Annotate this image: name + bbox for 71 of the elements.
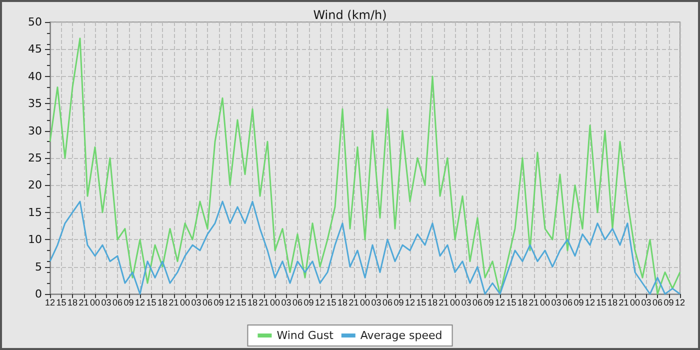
x-tick-label: 21: [438, 298, 449, 308]
x-tick-label: 15: [596, 298, 606, 308]
x-tick-label: 06: [652, 298, 663, 308]
y-tick-label: 20: [28, 178, 42, 192]
y-tick-label: 0: [35, 288, 42, 300]
x-tick-label: 12: [44, 298, 56, 308]
x-tick-label: 21: [168, 298, 179, 308]
y-tick-label: 35: [28, 97, 42, 110]
x-tick-label: 15: [326, 298, 336, 308]
x-tick-label: 15: [56, 298, 66, 308]
x-tick-label: 12: [674, 298, 686, 308]
x-tick-label: 00: [450, 298, 460, 308]
x-tick-label: 09: [664, 298, 674, 308]
x-tick-label: 12: [224, 298, 236, 308]
x-tick-label: 00: [630, 298, 640, 308]
x-tick-label: 18: [247, 298, 258, 308]
y-tick-label: 40: [28, 70, 42, 83]
y-tick-label: 5: [35, 260, 42, 274]
chart-title: Wind (km/h): [313, 8, 387, 22]
x-tick-label: 18: [517, 298, 528, 308]
x-tick-label: 03: [281, 298, 292, 308]
x-tick-label: 06: [562, 298, 573, 308]
x-tick-label: 12: [314, 298, 326, 308]
x-tick-label: 12: [404, 298, 416, 308]
x-tick-label: 12: [134, 298, 146, 308]
x-tick-label: 00: [90, 298, 100, 308]
x-tick-label: 00: [540, 298, 550, 308]
x-tick-label: 00: [180, 298, 190, 308]
x-tick-label: 21: [348, 298, 359, 308]
x-tick-label: 15: [236, 298, 246, 308]
x-tick-label: 15: [146, 298, 156, 308]
y-tick-label: 25: [28, 152, 42, 164]
x-tick-label: 03: [371, 298, 382, 308]
x-tick-label: 18: [157, 298, 168, 308]
legend-label: Average speed: [360, 329, 442, 342]
x-tick-label: 15: [506, 298, 516, 308]
y-tick-label: 50: [28, 16, 42, 28]
x-tick-label: 03: [101, 298, 112, 308]
x-tick-label: 21: [258, 298, 269, 308]
x-tick-label: 03: [641, 298, 652, 308]
x-tick-label: 18: [337, 298, 348, 308]
x-tick-label: 15: [416, 298, 426, 308]
x-tick-label: 03: [551, 298, 562, 308]
x-tick-label: 12: [494, 298, 506, 308]
x-tick-label: 09: [214, 298, 224, 308]
x-tick-label: 18: [67, 298, 78, 308]
x-tick-label: 21: [618, 298, 629, 308]
x-tick-label: 12: [584, 298, 596, 308]
x-tick-label: 03: [461, 298, 472, 308]
y-tick-label: 15: [28, 206, 42, 219]
y-tick-label: 10: [28, 233, 42, 246]
x-tick-label: 00: [270, 298, 280, 308]
x-tick-label: 06: [292, 298, 303, 308]
x-tick-label: 06: [472, 298, 483, 308]
x-tick-label: 06: [382, 298, 393, 308]
x-tick-label: 09: [124, 298, 134, 308]
legend-label: Wind Gust: [276, 329, 334, 342]
x-tick-label: 09: [484, 298, 494, 308]
x-tick-label: 03: [191, 298, 202, 308]
x-tick-label: 21: [78, 298, 89, 308]
x-tick-label: 06: [202, 298, 213, 308]
y-tick-label: 30: [28, 124, 42, 138]
x-tick-label: 09: [304, 298, 314, 308]
x-tick-label: 09: [574, 298, 584, 308]
x-tick-label: 21: [528, 298, 539, 308]
x-tick-label: 09: [394, 298, 404, 308]
y-tick-label: 45: [28, 42, 42, 56]
x-tick-label: 18: [607, 298, 618, 308]
x-tick-label: 06: [112, 298, 123, 308]
x-tick-label: 18: [427, 298, 438, 308]
x-tick-label: 00: [360, 298, 370, 308]
